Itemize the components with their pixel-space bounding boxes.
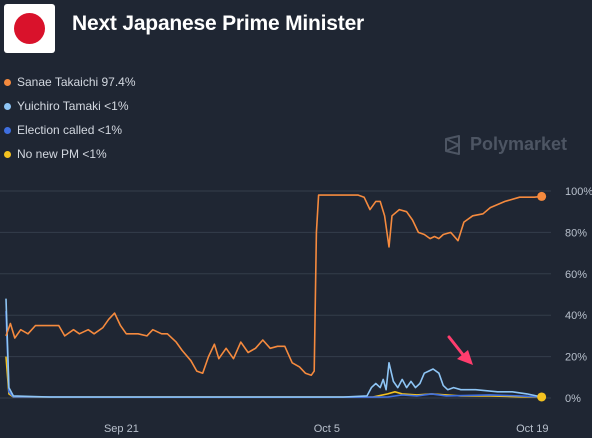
chart-legend: Sanae Takaichi 97.4% Yuichiro Tamaki <1%… xyxy=(4,70,136,166)
y-tick-label: 20% xyxy=(565,352,587,364)
series-line xyxy=(5,356,542,398)
legend-label: Sanae Takaichi 97.4% xyxy=(17,75,136,89)
y-tick-label: 80% xyxy=(565,227,587,239)
x-tick-label: Sep 21 xyxy=(104,423,139,435)
legend-item[interactable]: No new PM <1% xyxy=(4,142,136,166)
page-title: Next Japanese Prime Minister xyxy=(72,12,365,35)
series-end-marker xyxy=(537,392,547,402)
y-tick-label: 100% xyxy=(565,186,592,198)
y-tick-label: 40% xyxy=(565,310,587,322)
legend-item[interactable]: Election called <1% xyxy=(4,118,136,142)
legend-dot-icon xyxy=(4,150,11,158)
legend-item[interactable]: Yuichiro Tamaki <1% xyxy=(4,94,136,118)
legend-dot-icon xyxy=(4,78,11,86)
series-end-marker xyxy=(537,191,547,201)
legend-dot-icon xyxy=(4,102,11,110)
x-tick-label: Oct 19 xyxy=(516,423,548,435)
flag-red-disc xyxy=(14,13,45,44)
polymarket-logo-icon xyxy=(445,134,460,155)
legend-label: No new PM <1% xyxy=(17,147,107,161)
pink-arrow-head-icon xyxy=(457,350,473,365)
watermark-text: Polymarket xyxy=(470,134,568,154)
pink-arrow-icon xyxy=(447,335,466,358)
legend-item[interactable]: Sanae Takaichi 97.4% xyxy=(4,70,136,94)
series-line xyxy=(5,298,542,398)
legend-label: Yuichiro Tamaki <1% xyxy=(17,99,129,113)
japan-flag-icon xyxy=(4,4,55,53)
series-line xyxy=(5,194,542,376)
y-tick-label: 60% xyxy=(565,269,587,281)
polymarket-watermark: Polymarket xyxy=(444,134,567,155)
y-tick-label: 0% xyxy=(565,393,581,405)
legend-dot-icon xyxy=(4,126,11,134)
legend-label: Election called <1% xyxy=(17,123,123,137)
series-line xyxy=(5,311,542,398)
x-tick-label: Oct 5 xyxy=(314,423,340,435)
